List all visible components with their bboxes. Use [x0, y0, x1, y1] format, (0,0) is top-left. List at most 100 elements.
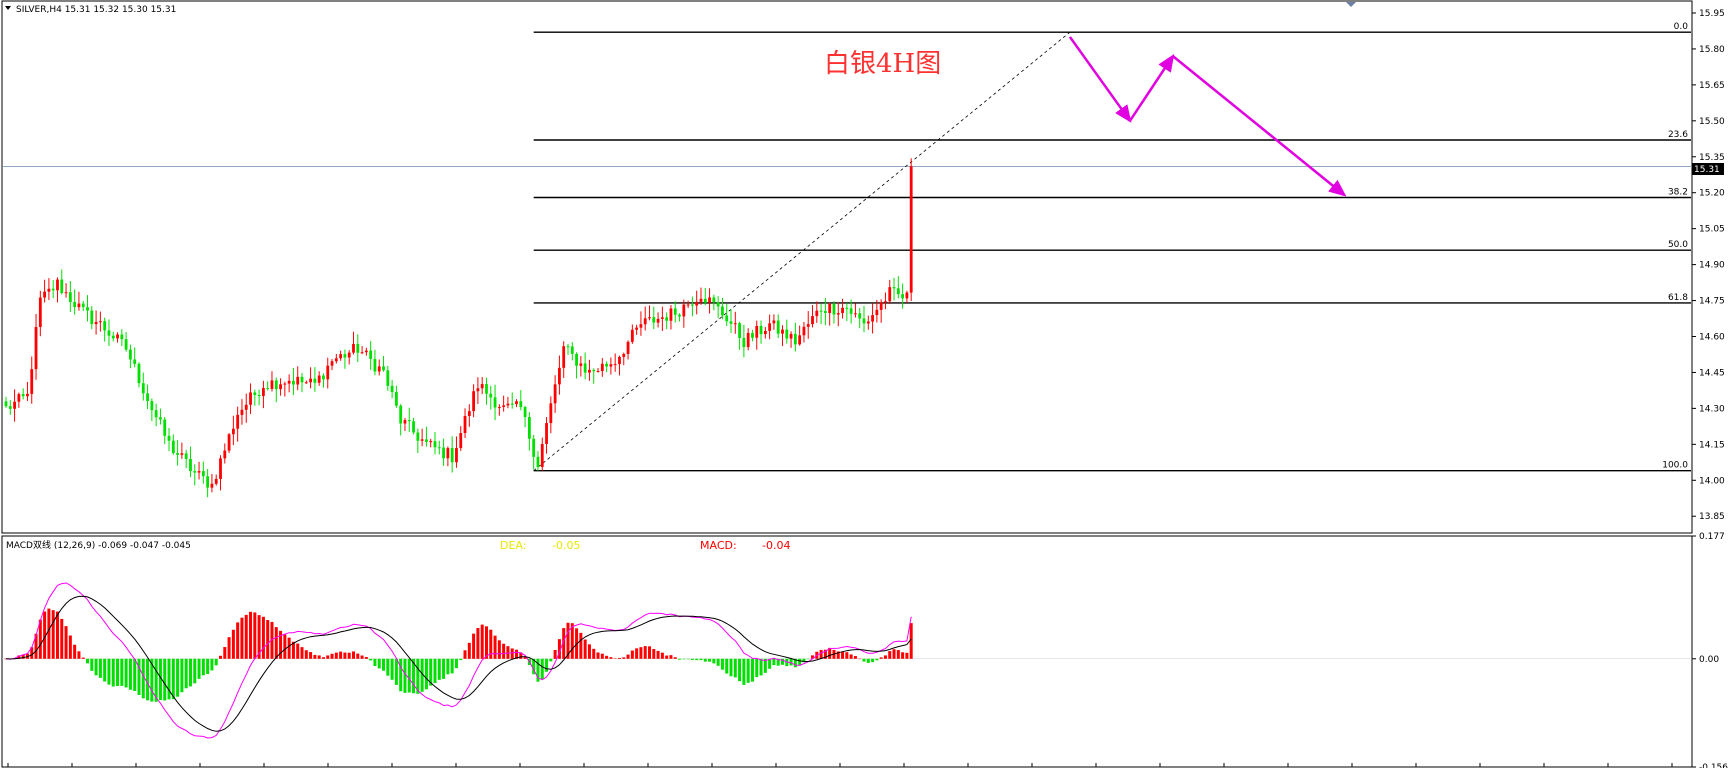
candle	[793, 322, 797, 352]
candle	[446, 446, 450, 467]
candle-body	[416, 432, 420, 441]
candle-body	[154, 410, 158, 418]
macd-tick-label: 0.177	[1699, 532, 1725, 542]
candle	[206, 468, 210, 498]
candle-body	[776, 320, 780, 334]
candle	[527, 412, 531, 451]
candle-body	[746, 332, 750, 348]
candle	[382, 355, 385, 372]
candle-body	[682, 304, 686, 317]
macd-histogram-bar	[905, 652, 909, 659]
candle	[412, 417, 415, 435]
triangle-down-icon[interactable]	[5, 6, 11, 10]
candle	[759, 320, 763, 344]
candle-body	[845, 307, 849, 309]
candle-body	[300, 376, 304, 383]
macd-histogram-bar	[609, 657, 613, 659]
candle	[30, 356, 34, 404]
candle	[493, 384, 497, 421]
candle-body	[854, 313, 857, 315]
macd-histogram-bar	[206, 658, 210, 674]
price-tick-label: 14.30	[1699, 404, 1725, 414]
macd-label: MACD:	[700, 539, 737, 552]
candle-body	[502, 405, 506, 407]
price-tick-label: 14.15	[1699, 440, 1725, 450]
candle-body	[558, 367, 561, 385]
macd-histogram-bar	[274, 627, 278, 659]
macd-histogram-bar	[845, 652, 849, 659]
candle	[854, 303, 857, 318]
candle	[841, 298, 844, 319]
candle-body	[630, 329, 634, 342]
candle-body	[219, 458, 222, 479]
candle	[433, 432, 437, 455]
candle	[219, 455, 222, 491]
candle	[304, 380, 308, 384]
price-plot-area[interactable]: 0.0 23.6 38.2 50.0 61.8 100.0	[2, 22, 1692, 498]
macd-histogram-bar	[210, 658, 214, 671]
macd-plot-area[interactable]	[2, 582, 1692, 739]
candle	[660, 306, 664, 331]
macd-histogram-bar	[493, 635, 497, 659]
macd-histogram-bar	[450, 658, 454, 674]
macd-histogram-bar	[382, 658, 386, 671]
macd-signal-line	[5, 582, 912, 739]
candle	[815, 301, 819, 323]
projection-arrow	[1172, 55, 1347, 197]
candle	[648, 305, 651, 321]
candle-body	[287, 380, 291, 384]
candle	[725, 303, 729, 326]
candle	[896, 276, 900, 299]
candle-body	[373, 358, 377, 372]
macd-histogram-bar	[759, 658, 763, 676]
candle	[326, 357, 330, 389]
candle	[360, 346, 364, 355]
candle	[214, 474, 218, 486]
window-position-marker-icon[interactable]	[1346, 2, 1356, 7]
macd-histogram-bar	[77, 651, 81, 659]
candle	[875, 299, 879, 323]
candle	[755, 320, 759, 350]
candle-body	[180, 453, 184, 455]
candle	[708, 288, 711, 314]
macd-histogram-bar	[888, 651, 892, 659]
candle	[330, 359, 334, 371]
candle	[643, 306, 647, 331]
candle-body	[262, 387, 265, 397]
macd-histogram-bar	[360, 655, 364, 659]
macd-histogram-bar	[21, 654, 25, 659]
price-tick-label: 14.75	[1699, 297, 1725, 307]
candle-body	[356, 343, 360, 353]
candle-body	[485, 384, 488, 394]
candle	[463, 408, 467, 439]
macd-histogram-bar	[819, 649, 823, 659]
macd-histogram-bar	[592, 648, 596, 659]
candle-body	[476, 388, 480, 392]
macd-value: -0.04	[762, 539, 790, 552]
candle	[171, 434, 175, 455]
candle	[73, 289, 77, 315]
macd-histogram-bar	[823, 649, 827, 659]
candle-body	[240, 409, 244, 415]
candle-body	[133, 359, 137, 364]
macd-histogram-bar	[270, 621, 274, 659]
candle	[223, 443, 227, 464]
candle	[575, 352, 578, 379]
macd-histogram-bar	[266, 620, 270, 659]
candle	[497, 404, 501, 416]
candle	[86, 295, 89, 322]
candle	[450, 436, 454, 473]
macd-histogram-bar	[120, 658, 124, 686]
macd-histogram-bar	[94, 658, 98, 676]
candle	[159, 408, 162, 425]
candle	[613, 353, 617, 372]
dashed-trendline	[533, 31, 1071, 472]
candle	[467, 404, 471, 427]
macd-histogram-bar	[892, 649, 896, 659]
macd-histogram-bar	[111, 658, 115, 687]
macd-histogram-bar	[515, 649, 519, 659]
macd-histogram-bar	[746, 658, 750, 683]
candle-body	[369, 350, 373, 359]
candle-body	[283, 383, 287, 385]
candle-body	[536, 456, 540, 468]
